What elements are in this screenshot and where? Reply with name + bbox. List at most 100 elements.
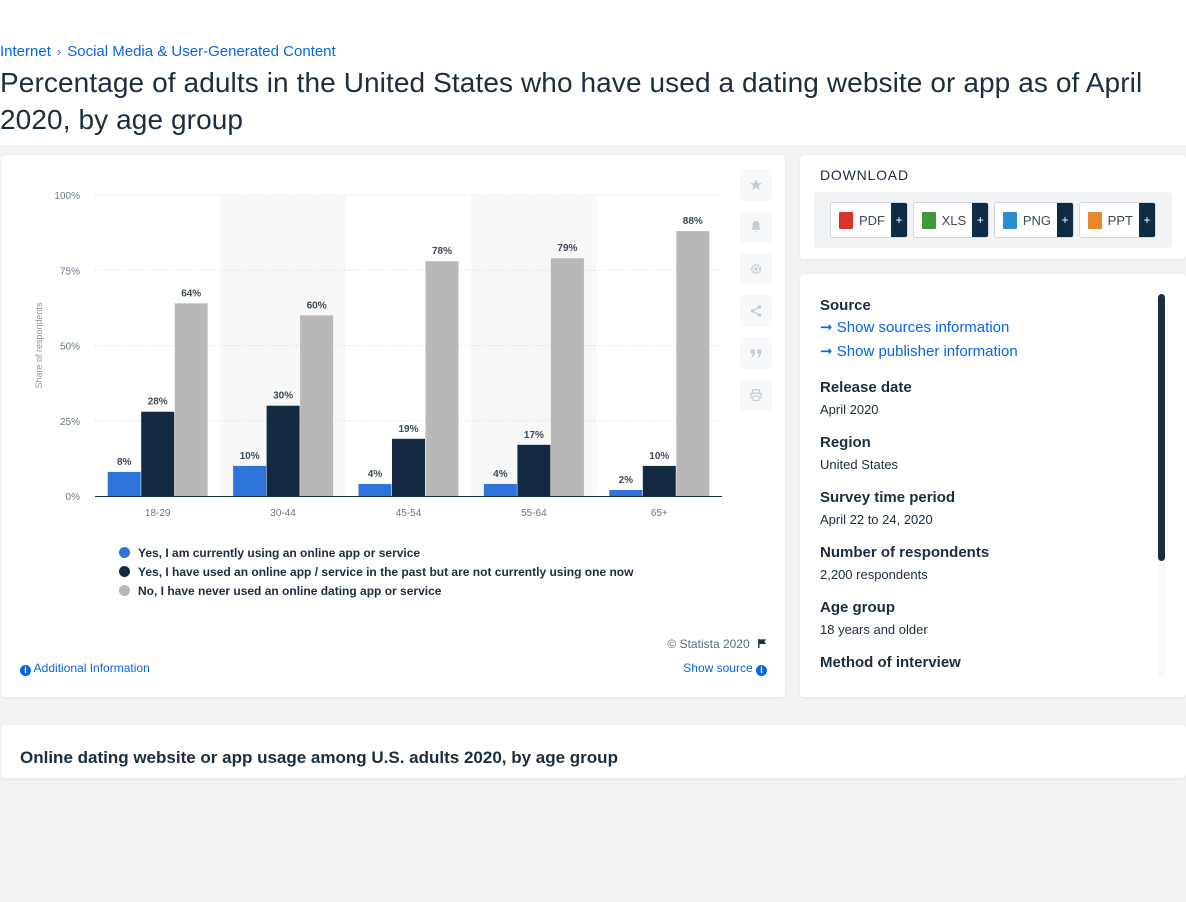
gear-icon	[750, 263, 762, 275]
flag-icon	[758, 638, 767, 649]
chart-toolbar	[740, 169, 772, 421]
download-card: DOWNLOAD PDF + XLS + PNG +	[800, 155, 1186, 259]
respondents-value: 2,200 respondents	[820, 567, 928, 582]
download-pdf-button[interactable]: PDF +	[830, 202, 908, 238]
download-xls-main[interactable]: XLS	[914, 203, 973, 237]
bar	[107, 471, 141, 496]
header-area: Internet › Social Media & User-Generated…	[0, 0, 1186, 145]
data-label: 10%	[649, 451, 669, 462]
bar	[517, 444, 551, 496]
related-statistic-title[interactable]: Online dating website or app usage among…	[20, 748, 618, 767]
bar	[425, 261, 459, 496]
download-ppt-label: PPT	[1107, 212, 1133, 228]
data-label: 2%	[619, 475, 634, 486]
statistic-details-card: Source ➞ Show sources information ➞ Show…	[800, 274, 1186, 697]
favorite-button[interactable]	[740, 169, 772, 201]
download-title: DOWNLOAD	[820, 167, 909, 183]
share-button[interactable]	[740, 295, 772, 327]
png-file-icon	[1002, 211, 1017, 229]
show-source-label: Show source	[683, 661, 753, 675]
download-ppt-main[interactable]: PPT	[1080, 203, 1139, 237]
region-block: Region United States	[820, 433, 1150, 474]
method-label: Method of interview	[820, 654, 961, 671]
download-pdf-main[interactable]: PDF	[831, 203, 891, 237]
bar	[300, 315, 334, 496]
respondents-block: Number of respondents 2,200 respondents	[820, 543, 1150, 584]
release-date-value: April 2020	[820, 402, 879, 417]
breadcrumb: Internet › Social Media & User-Generated…	[0, 43, 336, 60]
x-tick-label: 45-54	[396, 508, 422, 519]
data-label: 60%	[307, 300, 327, 311]
survey-period-label: Survey time period	[820, 489, 956, 506]
y-tick-label: 25%	[60, 417, 80, 428]
data-label: 4%	[368, 469, 383, 480]
data-label: 17%	[524, 430, 544, 441]
y-tick-label: 0%	[66, 492, 81, 503]
legend-item-never[interactable]: No, I have never used an online dating a…	[119, 581, 633, 600]
additional-information-link[interactable]: i Additional Information	[20, 661, 150, 676]
source-label: Source	[820, 297, 871, 314]
info-icon: i	[756, 665, 767, 676]
respondents-label: Number of respondents	[820, 544, 990, 561]
notification-button[interactable]	[740, 211, 772, 243]
bar	[141, 411, 175, 496]
download-ppt-plus[interactable]: +	[1138, 203, 1155, 237]
data-label: 10%	[240, 451, 260, 462]
print-button[interactable]	[740, 379, 772, 411]
legend-item-past[interactable]: Yes, I have used an online app / service…	[119, 562, 633, 581]
breadcrumb-item-internet[interactable]: Internet	[0, 43, 51, 60]
show-publisher-link[interactable]: ➞ Show publisher information	[820, 340, 1150, 364]
legend-dot	[119, 585, 130, 596]
share-icon	[750, 305, 762, 317]
bar	[483, 483, 517, 496]
download-xls-label: XLS	[941, 212, 967, 228]
download-pdf-plus[interactable]: +	[891, 203, 907, 237]
bar	[174, 303, 208, 496]
download-xls-plus[interactable]: +	[972, 203, 989, 237]
method-block: Method of interview	[820, 653, 1150, 673]
bell-icon	[751, 221, 761, 233]
arrow-right-icon: ➞	[820, 343, 833, 360]
bar	[233, 465, 267, 496]
show-source-link[interactable]: Show source i	[683, 661, 767, 676]
x-tick-label: 65+	[651, 508, 668, 519]
cite-button[interactable]	[740, 337, 772, 369]
download-ppt-button[interactable]: PPT +	[1078, 202, 1156, 238]
settings-button[interactable]	[740, 253, 772, 285]
additional-information-label: Additional Information	[33, 661, 150, 675]
show-sources-link[interactable]: ➞ Show sources information	[820, 316, 1150, 340]
details-list: Source ➞ Show sources information ➞ Show…	[820, 296, 1150, 687]
x-tick-label: 30-44	[270, 508, 296, 519]
x-tick-label: 55-64	[521, 508, 547, 519]
star-icon	[750, 179, 762, 191]
release-date-label: Release date	[820, 379, 912, 396]
download-png-plus[interactable]: +	[1057, 203, 1074, 237]
bar	[676, 231, 710, 496]
ppt-file-icon	[1087, 211, 1102, 229]
bar	[609, 489, 643, 496]
release-date-block: Release date April 2020	[820, 378, 1150, 419]
download-png-main[interactable]: PNG	[995, 203, 1057, 237]
download-pdf-label: PDF	[859, 212, 885, 228]
bar	[642, 465, 676, 496]
download-xls-button[interactable]: XLS +	[912, 202, 990, 238]
details-scrollbar-thumb[interactable]	[1158, 294, 1165, 561]
legend-label: No, I have never used an online dating a…	[138, 583, 442, 598]
survey-period-block: Survey time period April 22 to 24, 2020	[820, 488, 1150, 529]
download-buttons: PDF + XLS + PNG + PPT +	[814, 192, 1172, 248]
legend-item-current[interactable]: Yes, I am currently using an online app …	[119, 543, 633, 562]
data-label: 8%	[117, 457, 132, 468]
chart-legend: Yes, I am currently using an online app …	[119, 543, 633, 600]
age-group-value: 18 years and older	[820, 622, 928, 637]
legend-label: Yes, I am currently using an online app …	[138, 545, 421, 560]
download-png-button[interactable]: PNG +	[993, 202, 1075, 238]
bar	[266, 405, 300, 496]
breadcrumb-item-social-media[interactable]: Social Media & User-Generated Content	[67, 43, 336, 60]
breadcrumb-separator: ›	[56, 44, 62, 59]
data-label: 64%	[181, 288, 201, 299]
region-label: Region	[820, 434, 871, 451]
y-tick-label: 75%	[60, 266, 80, 277]
data-label: 88%	[683, 216, 703, 227]
statista-copyright[interactable]: © Statista 2020	[667, 637, 768, 651]
y-tick-label: 100%	[54, 191, 80, 202]
